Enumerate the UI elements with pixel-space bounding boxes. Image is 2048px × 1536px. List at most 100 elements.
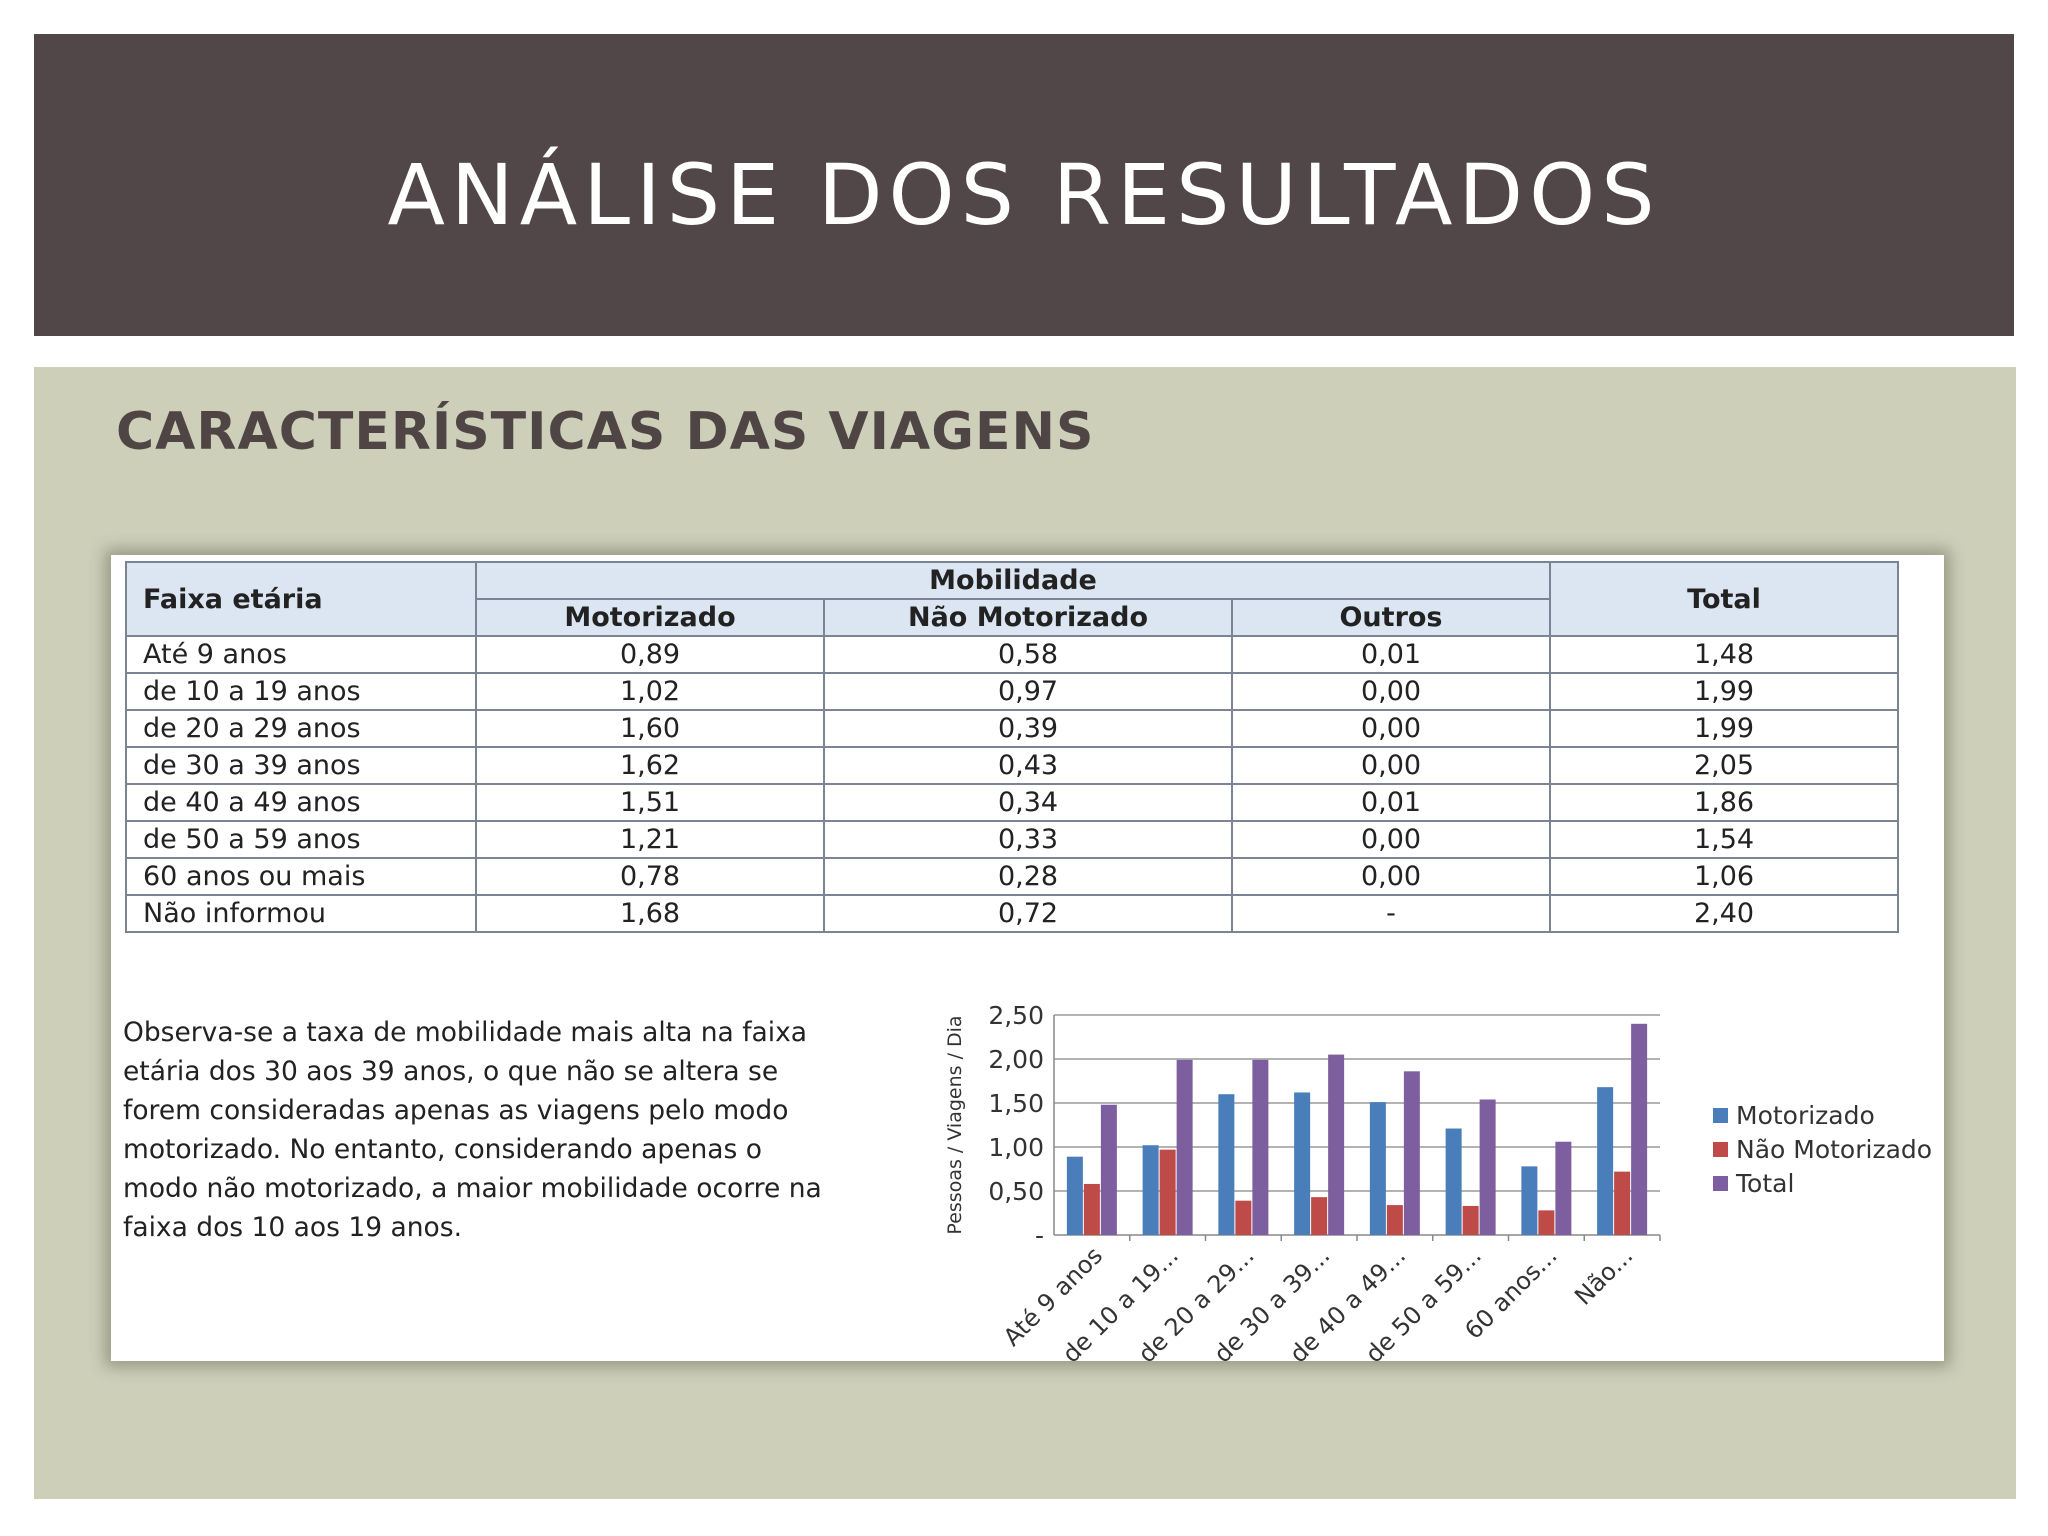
y-tick-label: 1,50 (988, 1089, 1044, 1118)
table-cell: 0,89 (475, 635, 825, 674)
table-cell: 0,58 (823, 635, 1233, 674)
table-cell: 0,01 (1230, 783, 1552, 822)
table-cell: 0,00 (1230, 709, 1552, 748)
note-line: forem consideradas apenas as viagens pel… (123, 1095, 789, 1126)
y-tick-label: - (1035, 1221, 1044, 1250)
bar-não-motorizado (1083, 1183, 1100, 1235)
table-body: Até 9 anos 0,89 0,58 0,01 1,48 de 10 a 19 ano… (125, 635, 1900, 933)
bar-não-motorizado (1159, 1149, 1176, 1235)
header-nao-motorizado: Não Motorizado (823, 598, 1233, 637)
bar-motorizado (1294, 1092, 1311, 1235)
table-cell: 0,33 (823, 820, 1233, 859)
bar-não-motorizado (1538, 1210, 1555, 1235)
table-cell: 1,99 (1549, 672, 1900, 711)
note-line: faixa dos 10 aos 19 anos. (123, 1212, 462, 1243)
row-label: Até 9 anos (125, 635, 477, 674)
bar-não-motorizado (1614, 1171, 1631, 1235)
figure-panel: Faixa etária Mobilidade Total Motorizado… (111, 555, 1944, 1361)
slide-content: CARACTERÍSTICAS DAS VIAGENS Faixa etária… (34, 367, 2016, 1499)
mobility-table: Faixa etária Mobilidade Total Motorizado… (125, 561, 1900, 933)
bar-total (1479, 1099, 1496, 1235)
y-tick-label: 0,50 (988, 1177, 1044, 1206)
table-cell: 1,99 (1549, 709, 1900, 748)
table-cell: 0,00 (1230, 746, 1552, 785)
table-cell: 1,62 (475, 746, 825, 785)
table-cell: 1,68 (475, 894, 825, 933)
table-cell: 0,28 (823, 857, 1233, 896)
mobility-bar-chart: - 0,50 1,00 1,50 2,00 2,50 Pessoas / Viagens /… (944, 1001, 1661, 1361)
legend-label: Motorizado (1736, 1100, 1875, 1130)
bar-não-motorizado (1235, 1200, 1252, 1235)
table-cell: 1,06 (1549, 857, 1900, 896)
row-label: Não informou (125, 894, 477, 933)
table-cell: 0,00 (1230, 672, 1552, 711)
table-cell: 2,40 (1549, 894, 1900, 933)
slide-title: ANÁLISE DOS RESULTADOS (387, 146, 1661, 244)
legend-item: Motorizado (1713, 1098, 1932, 1132)
bar-motorizado (1597, 1087, 1614, 1235)
table-cell: 0,43 (823, 746, 1233, 785)
table-cell: 0,78 (475, 857, 825, 896)
analysis-note: Observa-se a taxa de mobilidade mais alt… (123, 1013, 853, 1247)
header-faixa-etaria: Faixa etária (125, 561, 477, 637)
table-cell: 1,48 (1549, 635, 1900, 674)
table-cell: 1,54 (1549, 820, 1900, 859)
table-cell: 0,01 (1230, 635, 1552, 674)
legend-swatch (1713, 1175, 1728, 1191)
header-total: Total (1549, 561, 1900, 637)
table-row: de 40 a 49 anos 1,51 0,34 0,01 1,86 (125, 783, 1900, 822)
bar-total (1328, 1054, 1345, 1235)
table-row: de 10 a 19 anos 1,02 0,97 0,00 1,99 (125, 672, 1900, 711)
note-line: etária dos 30 aos 39 anos, o que não se … (123, 1056, 779, 1087)
table-row: de 20 a 29 anos 1,60 0,39 0,00 1,99 (125, 709, 1900, 748)
bar-total (1252, 1059, 1269, 1235)
row-label: 60 anos ou mais (125, 857, 477, 896)
table-cell: 1,21 (475, 820, 825, 859)
bar-motorizado (1066, 1156, 1083, 1235)
table-row: Até 9 anos 0,89 0,58 0,01 1,48 (125, 635, 1900, 674)
row-label: de 30 a 39 anos (125, 746, 477, 785)
table-cell: 0,34 (823, 783, 1233, 822)
bar-total (1100, 1104, 1117, 1235)
bar-motorizado (1521, 1166, 1538, 1235)
legend-label: Total (1736, 1168, 1795, 1198)
note-line: modo não motorizado, a maior mobilidade … (123, 1173, 822, 1204)
row-label: de 50 a 59 anos (125, 820, 477, 859)
chart-legend: Motorizado Não Motorizado Total (1713, 1098, 1932, 1200)
header-motorizado: Motorizado (475, 598, 825, 637)
bar-total (1555, 1141, 1572, 1235)
legend-label: Não Motorizado (1736, 1134, 1933, 1164)
x-tick-label: Não... (1569, 1241, 1638, 1310)
bar-não-motorizado (1386, 1205, 1403, 1235)
legend-swatch (1713, 1107, 1728, 1123)
header-mobilidade: Mobilidade (474, 561, 1552, 600)
table-row: de 50 a 59 anos 1,21 0,33 0,00 1,54 (125, 820, 1900, 859)
table-cell: - (1230, 894, 1552, 933)
table-cell: 0,39 (823, 709, 1233, 748)
table-cell: 2,05 (1549, 746, 1900, 785)
table-cell: 0,00 (1230, 820, 1552, 859)
bar-total (1403, 1071, 1420, 1235)
table-cell: 0,00 (1230, 857, 1552, 896)
table-row: Não informou 1,68 0,72-2,40 (125, 894, 1900, 933)
bar-total (1631, 1023, 1648, 1235)
row-label: de 20 a 29 anos (125, 709, 477, 748)
legend-swatch (1713, 1141, 1728, 1157)
legend-item: Não Motorizado (1713, 1132, 1932, 1166)
bar-não-motorizado (1311, 1197, 1328, 1235)
bar-não-motorizado (1462, 1205, 1479, 1235)
table-row: 60 anos ou mais 0,78 0,28 0,00 1,06 (125, 857, 1900, 896)
table-cell: 0,72 (823, 894, 1233, 933)
row-label: de 10 a 19 anos (125, 672, 477, 711)
slide-header: ANÁLISE DOS RESULTADOS (34, 34, 2014, 336)
y-tick-label: 2,00 (988, 1045, 1044, 1074)
table-row: de 30 a 39 anos 1,62 0,43 0,00 2,05 (125, 746, 1900, 785)
table-cell: 1,02 (475, 672, 825, 711)
table-cell: 0,97 (823, 672, 1233, 711)
note-line: Observa-se a taxa de mobilidade mais alt… (123, 1017, 808, 1048)
legend-item: Total (1713, 1166, 1932, 1200)
bar-motorizado (1369, 1102, 1386, 1235)
table-cell: 1,60 (475, 709, 825, 748)
bar-motorizado (1142, 1145, 1159, 1235)
y-axis-label: Pessoas / Viagens / Dia (944, 1015, 966, 1234)
